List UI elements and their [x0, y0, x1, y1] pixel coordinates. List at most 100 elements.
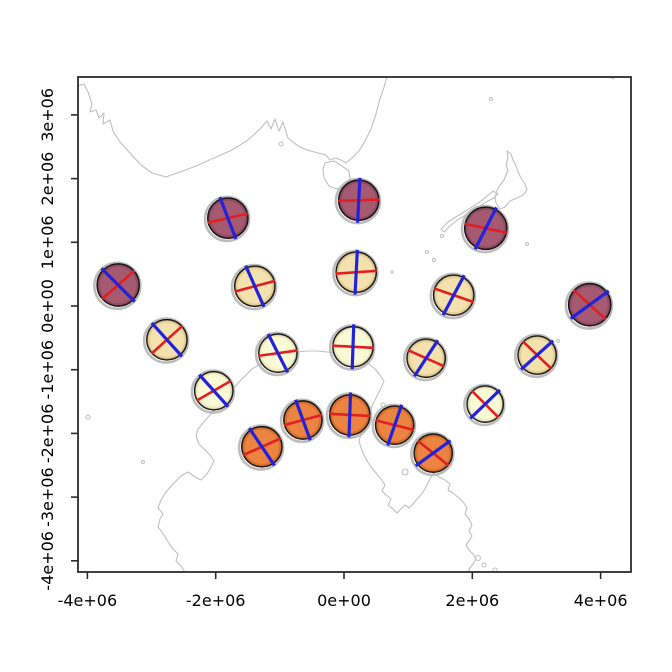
- island: [278, 141, 284, 147]
- map-glyph: [328, 324, 376, 371]
- glyph-halo: [230, 263, 278, 311]
- glyph-rim: [465, 207, 507, 249]
- glyph-rim: [259, 334, 297, 372]
- blue-axis-line: [520, 339, 555, 371]
- map-glyph: [332, 249, 379, 297]
- glyph-rim: [375, 406, 414, 444]
- map-glyph: [460, 204, 510, 254]
- island: [425, 250, 429, 254]
- glyph-rim: [407, 339, 445, 377]
- coastline-australia: [78, 77, 388, 178]
- glyph-rim: [467, 386, 503, 422]
- glyph-halo: [93, 261, 142, 311]
- blue-axis-line: [386, 404, 404, 446]
- blue-axis-line: [413, 339, 440, 378]
- glyph-rim: [414, 434, 452, 472]
- glyph-rim: [147, 320, 187, 360]
- x-tick-label: -4e+06: [58, 591, 118, 610]
- map-glyph: [463, 383, 506, 427]
- blue-axis-line: [441, 274, 466, 316]
- island: [85, 414, 91, 420]
- glyph-rim: [518, 336, 556, 374]
- island: [525, 242, 529, 246]
- glyph-halo: [463, 383, 506, 427]
- glyph-halo: [403, 336, 448, 382]
- blue-axis-line: [350, 324, 356, 370]
- map-glyph: [371, 403, 417, 449]
- glyph-rim: [434, 275, 474, 315]
- glyph-halo: [371, 403, 417, 449]
- island: [611, 77, 615, 79]
- glyph-halo: [332, 249, 379, 297]
- glyph-rim: [235, 266, 275, 306]
- glyph-rim: [284, 401, 322, 439]
- island: [492, 567, 498, 572]
- island: [489, 97, 493, 101]
- x-tick-label: 2e+06: [445, 591, 499, 610]
- map-glyph: [142, 317, 190, 364]
- glyph-halo: [564, 281, 614, 330]
- island: [390, 270, 394, 274]
- glyph-rim: [208, 198, 248, 238]
- y-tick-label: -1e+06: [38, 340, 57, 400]
- y-tick-label: 3e+06: [38, 88, 57, 142]
- coastline-nz_north: [494, 150, 528, 210]
- blue-axis-line: [100, 267, 136, 303]
- blue-axis-line: [294, 399, 312, 441]
- map-glyph: [254, 331, 300, 377]
- island: [556, 339, 560, 343]
- x-tick-label: 4e+06: [574, 591, 628, 610]
- y-tick-label: 1e+06: [38, 215, 57, 269]
- blue-axis-line: [150, 321, 184, 358]
- blue-axis-line: [355, 177, 362, 223]
- map-glyph: [325, 392, 373, 440]
- glyph-halo: [203, 195, 251, 243]
- glyph-rim: [242, 427, 282, 467]
- map-glyph: [429, 272, 477, 320]
- y-tick-label: -4e+06: [38, 531, 57, 591]
- map-glyph: [93, 261, 142, 311]
- blue-axis-line: [569, 289, 610, 320]
- island: [432, 258, 436, 262]
- blue-axis-line: [198, 373, 230, 408]
- plot-area: [78, 77, 615, 572]
- blue-axis-line: [347, 392, 353, 438]
- island: [440, 234, 444, 238]
- y-tick-label: -2e+06: [38, 404, 57, 464]
- blue-axis-line: [353, 249, 359, 295]
- island: [475, 555, 481, 561]
- y-tick-label: 2e+06: [38, 152, 57, 206]
- blue-axis-line: [218, 196, 238, 240]
- glyph-halo: [279, 398, 325, 444]
- glyph-rim: [97, 264, 139, 306]
- map-glyph: [410, 431, 455, 477]
- y-tick-label: -3e+06: [38, 467, 57, 527]
- glyph-halo: [254, 331, 300, 377]
- map-glyph: [334, 177, 382, 225]
- blue-axis-line: [469, 388, 502, 420]
- glyph-rim: [195, 372, 233, 410]
- glyph-halo: [190, 369, 236, 414]
- glyph-halo: [237, 424, 285, 471]
- blue-axis-line: [244, 265, 266, 308]
- glyph-halo: [410, 431, 455, 477]
- glyph-halo: [514, 333, 559, 379]
- y-tick-label: 0e+00: [38, 279, 57, 333]
- island: [141, 460, 145, 464]
- coastline-antarctica: [157, 350, 477, 572]
- blue-axis-line: [414, 439, 452, 468]
- plot-box: [77, 76, 632, 573]
- x-tick-label: -2e+06: [186, 591, 246, 610]
- map-glyph: [564, 281, 614, 330]
- map-glyph: [403, 336, 448, 382]
- glyph-halo: [334, 177, 382, 225]
- map-glyph: [203, 195, 251, 243]
- x-tick-label: 0e+00: [317, 591, 371, 610]
- map-glyph: [230, 263, 278, 311]
- blue-axis-line: [473, 206, 498, 250]
- blue-axis-line: [247, 427, 276, 467]
- blue-axis-line: [266, 333, 290, 374]
- map-glyph: [190, 369, 236, 414]
